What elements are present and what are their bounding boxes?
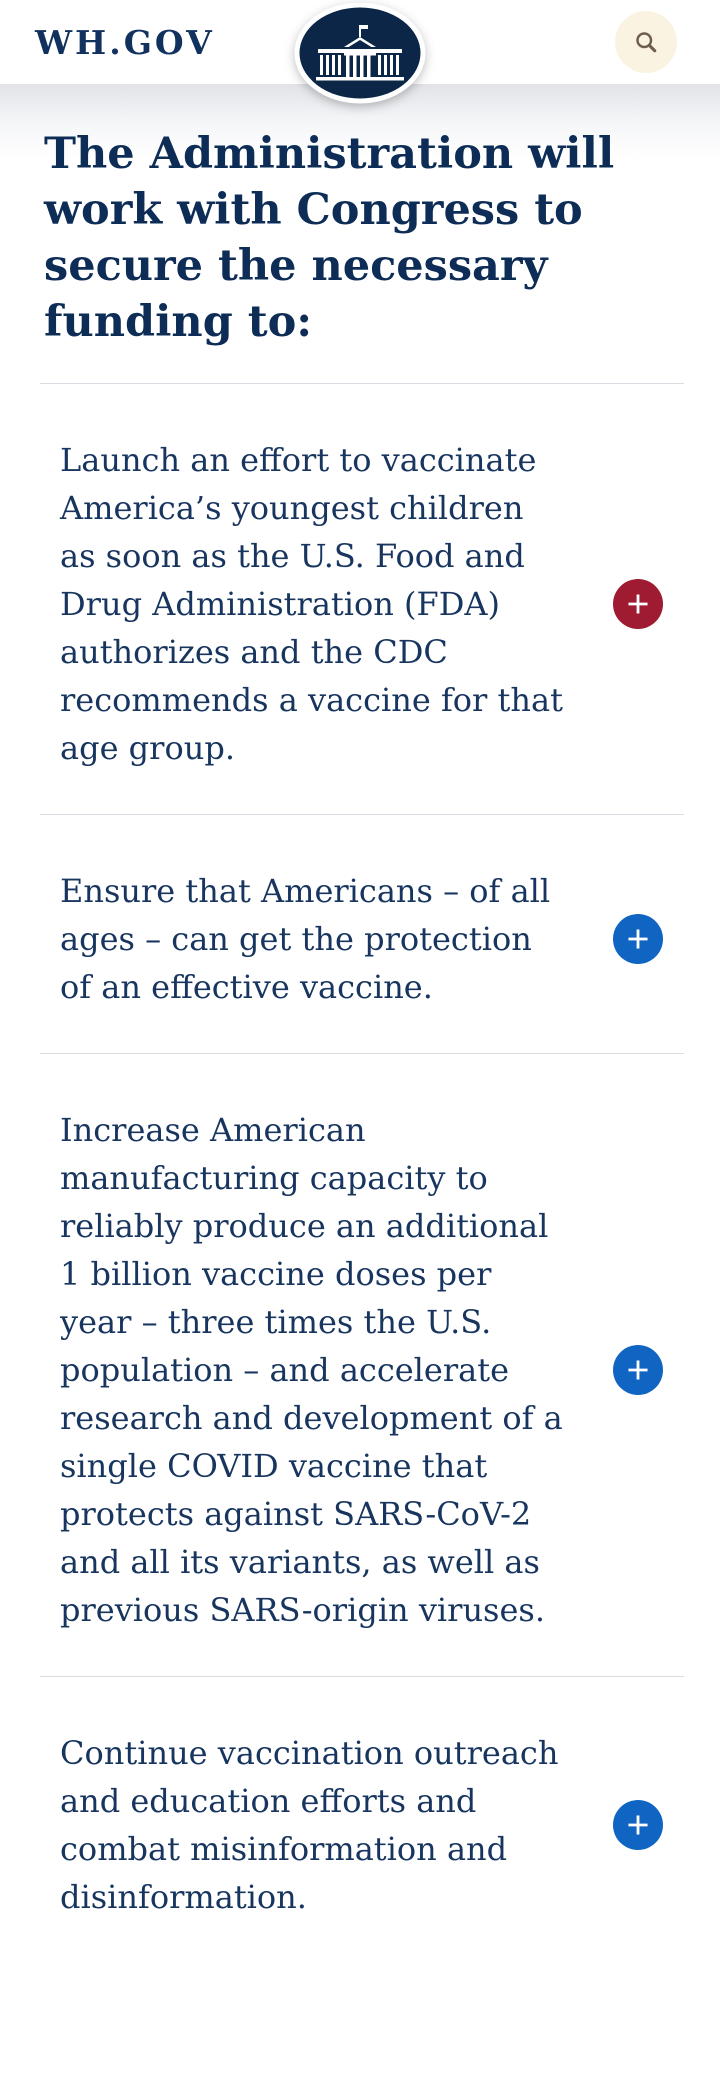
- white-house-logo[interactable]: [294, 2, 426, 105]
- expand-button[interactable]: [613, 1800, 663, 1850]
- plus-icon: [628, 1360, 648, 1380]
- accordion-item-effective-vaccine: Ensure that Americans – of all ages – ca…: [40, 814, 684, 1053]
- accordion-item-manufacturing-capacity: Increase American manufacturing capacity…: [40, 1053, 684, 1676]
- page-title: The Administration will work with Congre…: [44, 129, 615, 347]
- main-content: The Administration will work with Congre…: [0, 84, 720, 2081]
- plus-icon: [628, 594, 648, 614]
- plus-icon: [628, 1815, 648, 1835]
- white-house-logo-image: [294, 2, 426, 104]
- wh-gov-wordmark[interactable]: WH.GOV: [35, 22, 215, 62]
- accordion-item-text: Increase American manufacturing capacity…: [60, 1111, 563, 1629]
- site-header: WH.GOV: [0, 0, 720, 104]
- accordion-list: Launch an effort to vaccinate America’s …: [40, 383, 684, 1963]
- search-button[interactable]: [615, 11, 677, 73]
- search-icon: [636, 32, 657, 53]
- accordion-item-vaccinate-children: Launch an effort to vaccinate America’s …: [40, 383, 684, 814]
- expand-button[interactable]: [613, 1345, 663, 1395]
- expand-button[interactable]: [613, 579, 663, 629]
- accordion-item-text: Ensure that Americans – of all ages – ca…: [60, 872, 551, 1006]
- plus-icon: [628, 929, 648, 949]
- expand-button[interactable]: [613, 914, 663, 964]
- accordion-item-text: Continue vaccination outreach and educat…: [60, 1734, 559, 1916]
- accordion-item-outreach-education: Continue vaccination outreach and educat…: [40, 1676, 684, 1963]
- accordion-item-text: Launch an effort to vaccinate America’s …: [60, 441, 563, 767]
